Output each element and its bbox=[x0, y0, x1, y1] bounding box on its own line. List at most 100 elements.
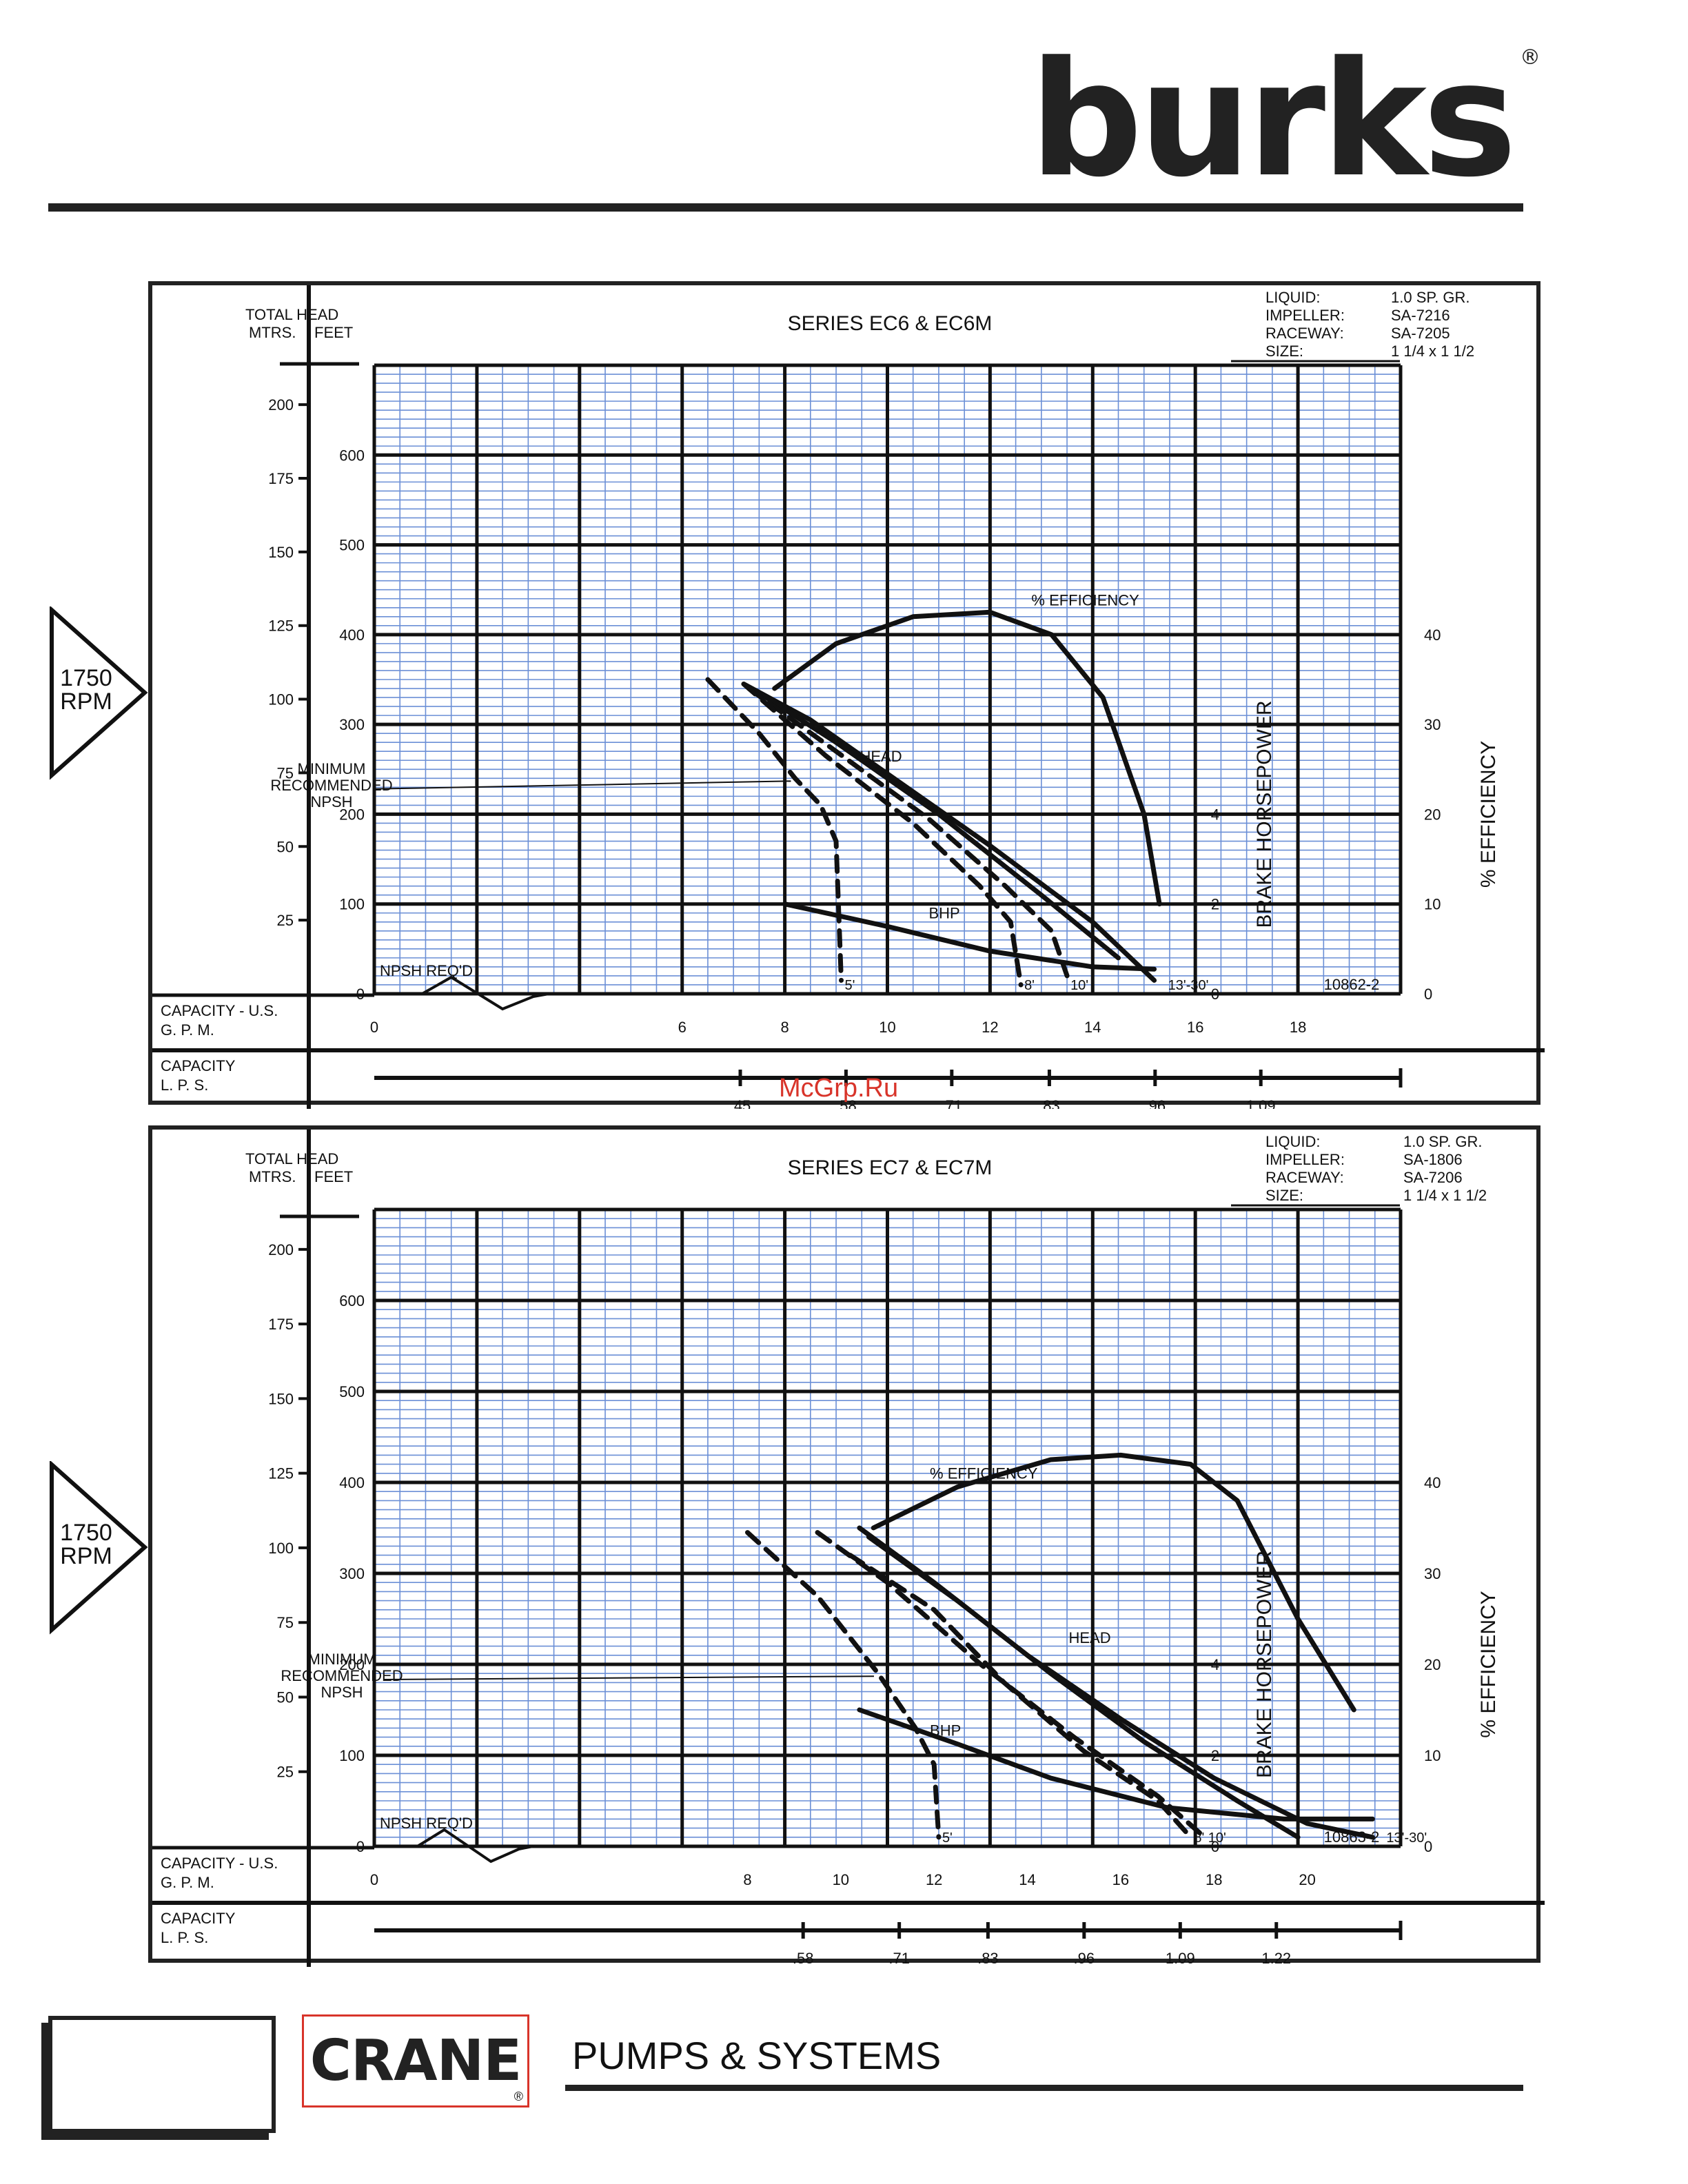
mtrs-tick-label: 75 bbox=[277, 764, 294, 782]
rpm-label: 1750 bbox=[60, 1520, 112, 1546]
bhp-axis-label: BRAKE HORSEPOWER bbox=[1253, 1551, 1276, 1778]
mtrs-tick-label: 200 bbox=[268, 396, 294, 414]
chart-title: SERIES EC6 & EC6M bbox=[788, 312, 993, 335]
drawing-number: 10862-2 bbox=[1324, 976, 1380, 993]
crane-registered-mark: ® bbox=[513, 2090, 523, 2103]
mtrs-tick-label: 150 bbox=[268, 544, 294, 561]
head-curve bbox=[866, 1534, 1301, 1840]
raceway-label: 10' bbox=[1208, 1830, 1226, 1846]
npsh-label: NPSH bbox=[310, 793, 352, 810]
capacity-gpm-label: G. P. M. bbox=[161, 1021, 214, 1039]
eff-tick-label: 0 bbox=[1424, 986, 1432, 1003]
npsh-label: NPSH bbox=[321, 1684, 363, 1701]
feet-label: FEET bbox=[314, 324, 353, 341]
mtrs-tick-label: 25 bbox=[277, 1764, 294, 1781]
spec-label: IMPELLER: bbox=[1265, 1151, 1345, 1168]
raceway-label: 13'-30' bbox=[1386, 1830, 1427, 1846]
feet-tick-label: 300 bbox=[339, 1565, 365, 1582]
rpm-label: 1750 bbox=[60, 665, 112, 691]
mtrs-tick-label: 50 bbox=[277, 838, 294, 855]
gpm-tick-label: 6 bbox=[678, 1019, 687, 1036]
chart-ec6: SERIES EC6 & EC6M LIQUID: 1.0 SP. GR. IMPEL… bbox=[148, 281, 1545, 1109]
bhp-tick-label: 4 bbox=[1211, 806, 1219, 823]
raceway-label: 8' bbox=[1024, 978, 1035, 993]
bhp-tick-label: 2 bbox=[1211, 1747, 1219, 1764]
gpm-tick-label: 10 bbox=[879, 1019, 895, 1036]
spec-label: RACEWAY: bbox=[1265, 325, 1344, 342]
npsh-label: RECOMMENDED bbox=[281, 1667, 403, 1684]
feet-tick-label: 500 bbox=[339, 1383, 365, 1400]
feet-tick-label: 0 bbox=[356, 986, 365, 1003]
feet-tick-label: 200 bbox=[339, 806, 365, 823]
bhp-label: BHP bbox=[930, 1722, 961, 1739]
gpm-tick-label: 20 bbox=[1299, 1871, 1315, 1888]
feet-tick-label: 600 bbox=[339, 1292, 365, 1309]
capacity-gpm-label: CAPACITY - U.S. bbox=[161, 1855, 278, 1872]
feet-tick-label: 0 bbox=[356, 1838, 365, 1855]
eff-tick-label: 30 bbox=[1424, 716, 1441, 733]
eff-axis-label: % EFFICIENCY bbox=[1477, 1591, 1500, 1737]
capacity-lps-label: CAPACITY bbox=[161, 1057, 236, 1074]
mtrs-label: MTRS. bbox=[249, 1168, 296, 1185]
registered-mark: ® bbox=[1520, 45, 1540, 70]
rpm-label: RPM bbox=[60, 1543, 112, 1569]
lps-tick-label: .71 bbox=[888, 1950, 910, 1967]
eff-tick-label: 10 bbox=[1424, 1747, 1441, 1764]
raceway-label: 8' bbox=[1194, 1830, 1204, 1846]
chart-ec6-svg: SERIES EC6 & EC6M LIQUID: 1.0 SP. GR. IMPEL… bbox=[152, 285, 1545, 1109]
spec-value: 1 1/4 x 1 1/2 bbox=[1391, 343, 1474, 360]
lps-tick-label: .96 bbox=[1074, 1950, 1095, 1967]
header-rule bbox=[48, 203, 1523, 212]
npsh-req-label: NPSH REQ'D bbox=[380, 962, 473, 979]
mtrs-tick-label: 175 bbox=[268, 470, 294, 487]
bhp-tick-label: 2 bbox=[1211, 896, 1219, 913]
feet-label: FEET bbox=[314, 1168, 353, 1185]
rpm-triangle bbox=[50, 606, 148, 780]
bhp-axis-label: BRAKE HORSEPOWER bbox=[1253, 700, 1276, 928]
feet-tick-label: 400 bbox=[339, 1474, 365, 1491]
eff-tick-label: 40 bbox=[1424, 1474, 1441, 1491]
eff-axis-label: % EFFICIENCY bbox=[1477, 741, 1500, 888]
eff-tick-label: 20 bbox=[1424, 806, 1441, 823]
gpm-tick-label: 18 bbox=[1290, 1019, 1306, 1036]
bhp-tick-label: 0 bbox=[1211, 1838, 1219, 1855]
eff-tick-label: 20 bbox=[1424, 1656, 1441, 1673]
spec-label: RACEWAY: bbox=[1265, 1169, 1344, 1186]
npsh-leader bbox=[372, 780, 791, 790]
eff-tick-label: 40 bbox=[1424, 626, 1441, 644]
feet-tick-label: 600 bbox=[339, 447, 365, 464]
bhp-curve bbox=[857, 1707, 1375, 1821]
efficiency-label: % EFFICIENCY bbox=[930, 1465, 1038, 1482]
gpm-tick-label: 18 bbox=[1206, 1871, 1222, 1888]
head-curve bbox=[741, 682, 1024, 988]
gpm-tick-label: 8 bbox=[780, 1019, 789, 1036]
feet-tick-label: 500 bbox=[339, 537, 365, 554]
bhp-curve bbox=[782, 901, 1157, 972]
footer-rule bbox=[565, 2085, 1523, 2091]
efficiency-label: % EFFICIENCY bbox=[1031, 591, 1139, 609]
lps-tick-label: 1.22 bbox=[1261, 1950, 1291, 1967]
capacity-gpm-label: CAPACITY - U.S. bbox=[161, 1002, 278, 1019]
spec-value: SA-7206 bbox=[1403, 1169, 1463, 1186]
mtrs-tick-label: 125 bbox=[268, 1465, 294, 1482]
efficiency-curve bbox=[871, 1452, 1356, 1713]
spec-value: 1.0 SP. GR. bbox=[1403, 1133, 1483, 1150]
spec-value: 1 1/4 x 1 1/2 bbox=[1403, 1187, 1487, 1204]
gpm-tick-label: 14 bbox=[1019, 1871, 1035, 1888]
gpm-tick-label: 8 bbox=[743, 1871, 751, 1888]
head-curve bbox=[756, 691, 1121, 961]
gpm-tick-label: 10 bbox=[833, 1871, 849, 1888]
mtrs-tick-label: 150 bbox=[268, 1390, 294, 1407]
bhp-tick-label: 4 bbox=[1211, 1656, 1219, 1673]
lps-tick-label: .45 bbox=[730, 1097, 751, 1109]
npsh-label: RECOMMENDED bbox=[270, 777, 392, 794]
raceway-label: 13'-30' bbox=[1168, 978, 1209, 993]
lps-tick-label: .96 bbox=[1145, 1097, 1166, 1109]
spec-value: SA-7216 bbox=[1391, 307, 1450, 324]
mtrs-tick-label: 125 bbox=[268, 618, 294, 635]
feet-tick-label: 100 bbox=[339, 1747, 365, 1764]
capacity-lps-label: CAPACITY bbox=[161, 1910, 236, 1927]
npsh-req-label: NPSH REQ'D bbox=[380, 1815, 473, 1832]
eff-tick-label: 30 bbox=[1424, 1565, 1441, 1582]
